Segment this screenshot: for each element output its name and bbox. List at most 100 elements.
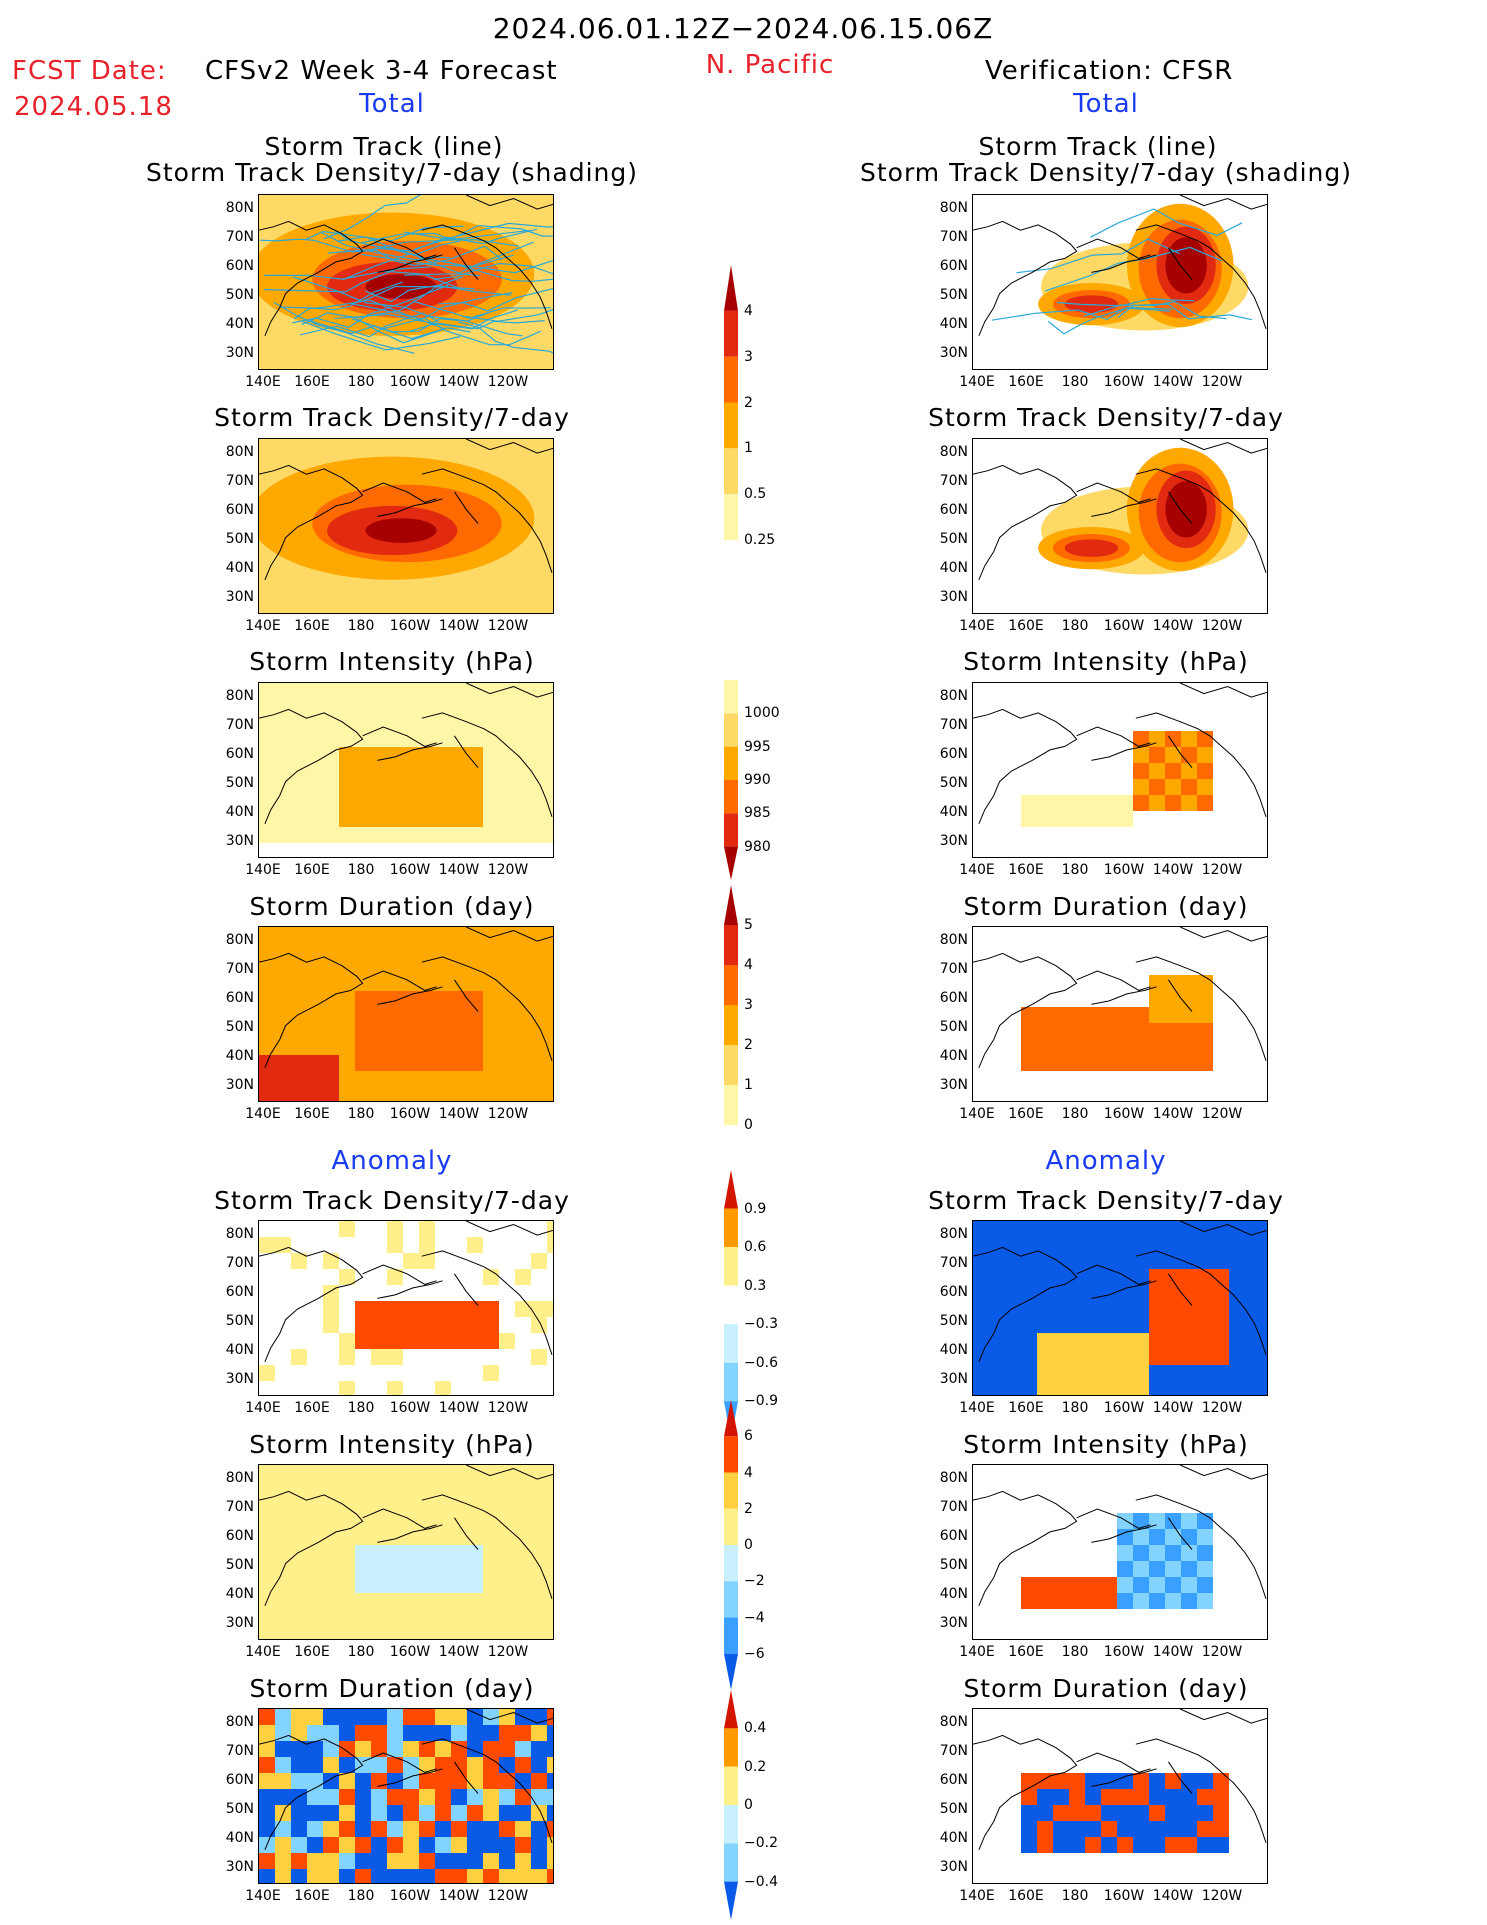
intensity-cell xyxy=(259,715,275,731)
lat-tick-label: 50N xyxy=(939,1313,968,1329)
anomaly-cell xyxy=(387,1805,403,1821)
duration-cell xyxy=(451,1087,467,1101)
duration-cell xyxy=(419,959,435,975)
anomaly-cell xyxy=(1181,1333,1197,1349)
anomaly-cell xyxy=(1133,1773,1149,1789)
density-contour xyxy=(1165,481,1207,538)
duration-cell xyxy=(1037,1007,1053,1023)
anomaly-cell xyxy=(275,1709,291,1725)
anomaly-cell xyxy=(435,1561,451,1577)
duration-cell xyxy=(419,1071,435,1087)
intensity-cell xyxy=(275,715,291,731)
anomaly-cell xyxy=(1261,1269,1267,1285)
colorbar-density_anom xyxy=(724,1170,738,1440)
anomaly-cell xyxy=(547,1869,553,1883)
panel-title-obs-duration-anom: Storm Duration (day) xyxy=(963,1674,1249,1703)
anomaly-cell xyxy=(1021,1317,1037,1333)
duration-cell xyxy=(1101,1007,1117,1023)
duration-cell xyxy=(419,991,435,1007)
duration-cell xyxy=(307,1087,323,1101)
anomaly-cell xyxy=(1133,1805,1149,1821)
coastline xyxy=(465,1465,553,1480)
storm-track-line xyxy=(337,236,514,268)
duration-cell xyxy=(259,959,275,975)
anomaly-cell xyxy=(307,1709,323,1725)
anomaly-cell xyxy=(531,1741,547,1757)
anomaly-cell xyxy=(451,1577,467,1593)
anomaly-cell xyxy=(531,1625,547,1639)
anomaly-cell xyxy=(547,1773,553,1789)
panel-title-fcst-density: Storm Track Density/7-day xyxy=(214,403,570,432)
duration-cell xyxy=(499,959,515,975)
intensity-cell xyxy=(339,699,355,715)
panel-title-obs-density: Storm Track Density/7-day xyxy=(928,403,1284,432)
storm-track-line xyxy=(414,224,553,250)
anomaly-cell xyxy=(355,1545,371,1561)
anomaly-cell xyxy=(1181,1577,1197,1593)
anomaly-cell xyxy=(323,1709,339,1725)
intensity-cell xyxy=(467,683,483,699)
lat-tick-label: 40N xyxy=(939,1048,968,1064)
colorbar-tick-label: 0 xyxy=(744,1797,753,1813)
anomaly-cell xyxy=(275,1837,291,1853)
anomaly-cell xyxy=(387,1529,403,1545)
panel-title-fcst-track-shading: Storm Track Density/7-day (shading) xyxy=(145,158,639,187)
anomaly-cell xyxy=(291,1497,307,1513)
anomaly-cell xyxy=(483,1773,499,1789)
anomaly-cell xyxy=(531,1853,547,1869)
duration-cell xyxy=(307,1055,323,1071)
duration-cell xyxy=(531,959,547,975)
anomaly-cell xyxy=(371,1709,387,1725)
colorbar-segment xyxy=(724,356,738,403)
anomaly-cell xyxy=(1133,1593,1149,1609)
anomaly-cell xyxy=(403,1593,419,1609)
anomaly-cell xyxy=(403,1853,419,1869)
anomaly-cell xyxy=(1069,1593,1085,1609)
duration-cell xyxy=(387,1055,403,1071)
anomaly-cell xyxy=(1197,1773,1213,1789)
anomaly-cell xyxy=(339,1593,355,1609)
duration-cell xyxy=(307,975,323,991)
intensity-cell xyxy=(499,715,515,731)
anomaly-cell xyxy=(419,1561,435,1577)
anomaly-cell xyxy=(1021,1821,1037,1837)
intensity-cell xyxy=(499,763,515,779)
anomaly-cell xyxy=(1229,1285,1245,1301)
coastline xyxy=(1135,1738,1267,1843)
lat-tick-label: 50N xyxy=(225,531,254,547)
lon-tick-label: 140W xyxy=(1152,1400,1194,1416)
coastline xyxy=(1167,979,1193,1012)
anomaly-cell xyxy=(989,1301,1005,1317)
anomaly-cell xyxy=(1117,1789,1133,1805)
intensity-cell xyxy=(307,747,323,763)
anomaly-cell xyxy=(291,1709,307,1725)
anomaly-cell xyxy=(1117,1529,1133,1545)
intensity-cell xyxy=(403,779,419,795)
anomaly-cell xyxy=(1053,1221,1069,1237)
anomaly-cell xyxy=(387,1513,403,1529)
anomaly-cell xyxy=(387,1837,403,1853)
anomaly-cell xyxy=(1149,1237,1165,1253)
anomaly-cell xyxy=(483,1741,499,1757)
colorbar-tick-label: 0.2 xyxy=(744,1758,767,1775)
anomaly-cell xyxy=(1165,1821,1181,1837)
anomaly-cell xyxy=(1181,1269,1197,1285)
duration-cell xyxy=(1117,1039,1133,1055)
anomaly-cell xyxy=(1037,1365,1053,1381)
colorbar-tick-label: 4 xyxy=(744,957,753,973)
anomaly-cell xyxy=(291,1789,307,1805)
coastline xyxy=(973,464,1078,580)
coastline xyxy=(362,1264,437,1285)
duration-cell xyxy=(467,1071,483,1087)
anomaly-cell xyxy=(371,1757,387,1773)
duration-cell xyxy=(387,991,403,1007)
anomaly-cell xyxy=(1117,1269,1133,1285)
lon-tick-label: 120W xyxy=(1201,1400,1243,1416)
lat-tick-label: 50N xyxy=(939,1801,968,1817)
anomaly-cell xyxy=(435,1545,451,1561)
intensity-cell xyxy=(403,699,419,715)
duration-cell xyxy=(275,1055,291,1071)
coastline xyxy=(362,726,437,747)
anomaly-cell xyxy=(531,1561,547,1577)
anomaly-cell xyxy=(275,1741,291,1757)
